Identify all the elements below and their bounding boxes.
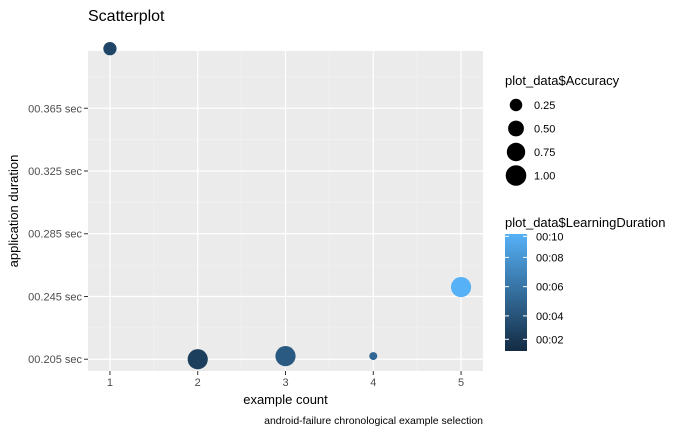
x-tick-label: 2 (195, 377, 201, 389)
x-axis: 1 2 3 4 5 (107, 371, 464, 389)
chart-caption: android-failure chronological example se… (264, 415, 483, 427)
y-tick-label: 00.325 sec (28, 166, 82, 178)
data-point (369, 352, 378, 361)
y-axis-title: application duration (6, 155, 21, 268)
size-legend: plot_data$Accuracy 0.25 0.50 0.75 1.00 (505, 73, 620, 187)
colorbar (505, 234, 527, 351)
size-legend-keys: 0.25 0.50 0.75 1.00 (505, 94, 555, 187)
y-tick-label: 00.205 sec (28, 354, 82, 366)
size-legend-key (506, 142, 526, 162)
colorbar-tick-label: 00:02 (536, 334, 564, 346)
y-tick-label: 00.285 sec (28, 229, 82, 241)
size-legend-label: 1.00 (534, 171, 555, 183)
size-legend-key (505, 165, 527, 186)
chart-title: Scatterplot (88, 8, 165, 25)
data-point (275, 346, 296, 367)
colorbar-tick-label: 00:06 (536, 282, 564, 294)
data-point (103, 42, 117, 56)
data-point (187, 349, 208, 370)
x-tick-label: 3 (282, 377, 288, 389)
x-tick-label: 5 (458, 377, 464, 389)
colorbar-tick-label: 00:10 (536, 231, 564, 243)
x-tick-label: 1 (107, 377, 113, 389)
size-legend-key (508, 120, 524, 137)
colorbar-tick-label: 00:04 (536, 311, 564, 323)
size-legend-label: 0.25 (534, 100, 555, 112)
color-legend-title: plot_data$LearningDuration (505, 215, 665, 230)
size-legend-title: plot_data$Accuracy (505, 73, 620, 88)
size-legend-key (509, 98, 523, 112)
size-legend-label: 0.75 (534, 147, 555, 159)
data-points (103, 42, 472, 370)
data-point (450, 276, 472, 298)
x-axis-title: example count (243, 392, 328, 407)
color-legend: plot_data$LearningDuration 00:0200:0400:… (505, 215, 665, 351)
colorbar-ticks: 00:02 00:04 00:06 00:08 00:10 (505, 231, 564, 346)
y-tick-label: 00.365 sec (28, 103, 82, 115)
y-tick-label: 00.245 sec (28, 291, 82, 303)
y-axis: 00.205 sec 00.245 sec 00.285 sec 00.325 sec… (28, 103, 88, 366)
colorbar-tick-label: 00:08 (536, 252, 564, 264)
size-legend-label: 0.50 (534, 124, 555, 136)
x-tick-label: 4 (370, 377, 376, 389)
